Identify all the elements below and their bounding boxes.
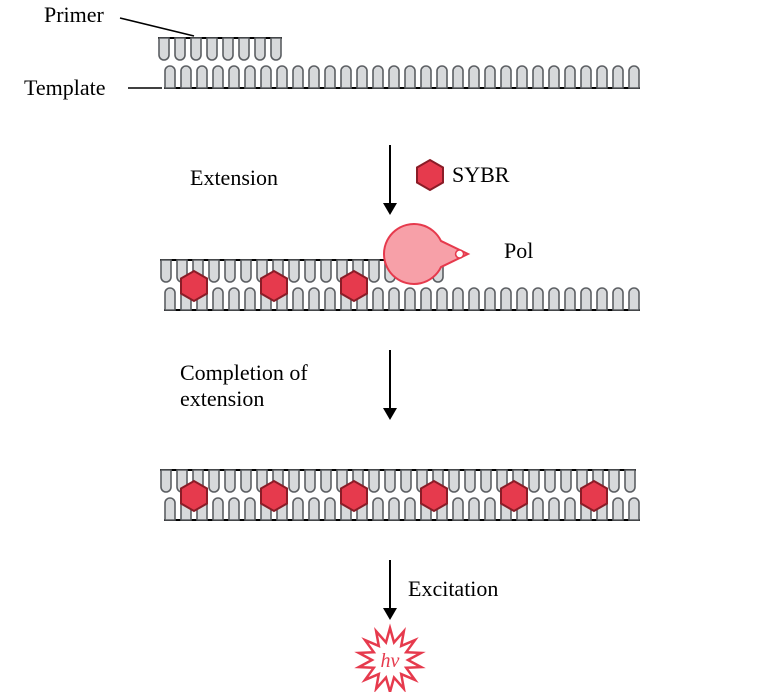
label-extension: Extension xyxy=(190,165,278,190)
stage-primer-template xyxy=(120,18,640,88)
label-hv: hv xyxy=(381,650,400,672)
label-excitation: Excitation xyxy=(408,576,498,601)
label-template: Template xyxy=(24,75,106,100)
label-primer: Primer xyxy=(44,2,105,27)
stage-complete xyxy=(160,470,640,520)
label-pol: Pol xyxy=(504,238,533,263)
label-completion-2: extension xyxy=(180,386,264,411)
stage-extension xyxy=(160,224,640,310)
label-sybr: SYBR xyxy=(452,162,510,187)
label-completion-1: Completion of xyxy=(180,360,308,385)
